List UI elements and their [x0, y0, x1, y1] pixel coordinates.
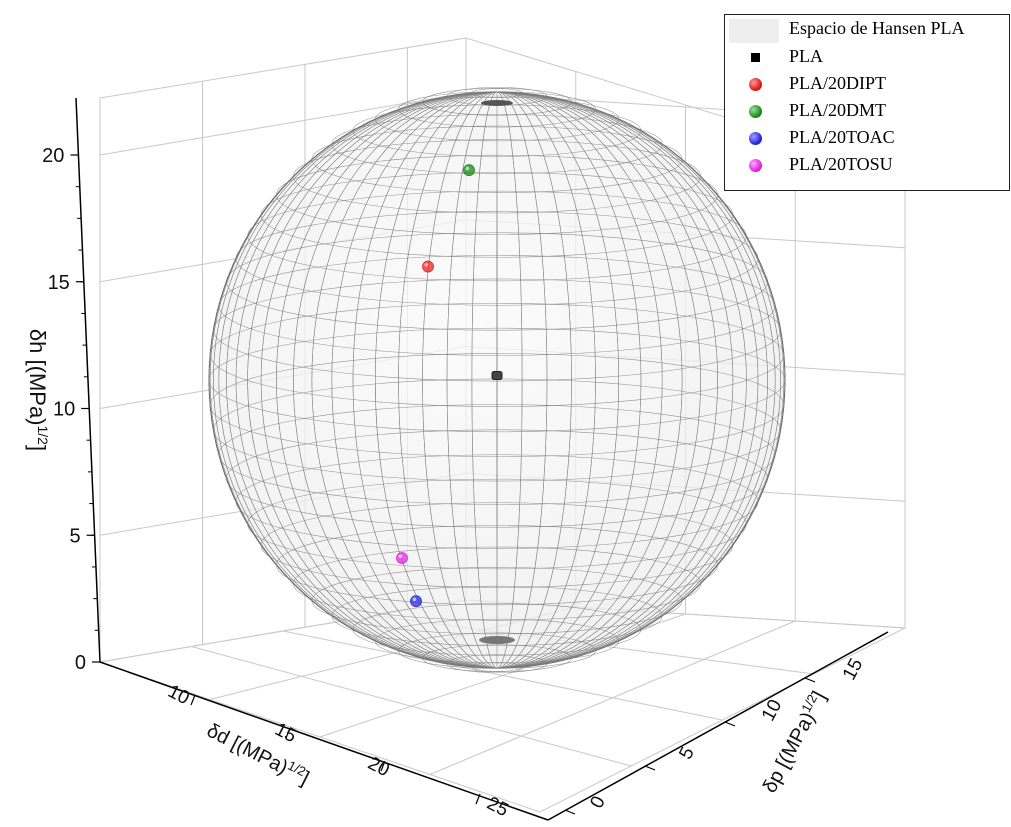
legend-label: PLA/20TOSU [789, 154, 893, 174]
data-point-highlight [398, 554, 403, 559]
legend-label: PLA/20TOAC [789, 127, 895, 147]
sphere-parallel [471, 88, 523, 98]
legend-label: PLA/20DIPT [789, 73, 887, 93]
legend-marker-magenta-sphere [749, 159, 762, 172]
sphere-parallel [209, 302, 785, 407]
x-tick [285, 727, 291, 739]
sphere-parallel [331, 114, 663, 175]
legend-label: PLA/20DMT [789, 100, 887, 120]
z-tick-label: 15 [48, 272, 70, 294]
sphere-parallel [208, 327, 786, 433]
sphere-parallel [375, 618, 619, 664]
sphere-parallel [247, 478, 747, 570]
x-tick-label: 25 [483, 793, 511, 821]
chart-legend: Espacio de Hansen PLA PLA PLA/20DIPT PLA… [724, 14, 1010, 191]
sphere-parallel [247, 190, 747, 282]
y-tick-label: 0 [586, 793, 610, 812]
legend-marker-blue-sphere [749, 132, 762, 145]
sphere-parallel [311, 125, 683, 193]
sphere-parallel [293, 546, 701, 621]
x-axis-line [99, 661, 549, 821]
sphere-meridian [209, 91, 785, 669]
sphere-bottom-pole [479, 636, 515, 644]
legend-item-pla: PLA [725, 45, 1009, 71]
sphere-parallel [260, 502, 734, 588]
data-point-pla-20dipt [422, 260, 434, 273]
sphere-parallel [276, 525, 718, 606]
z-tick-label: 5 [69, 525, 80, 547]
grid-line [429, 620, 796, 775]
legend-label: PLA [789, 46, 824, 66]
sphere-parallel [446, 654, 548, 673]
z-axis-line [75, 97, 101, 663]
sphere-parallel [226, 429, 768, 528]
legend-label: Espacio de Hansen PLA [789, 18, 965, 38]
y-tick-label: 5 [675, 744, 699, 763]
legend-item-20tosu: PLA/20TOSU [725, 153, 1009, 179]
sphere-parallel [226, 232, 768, 331]
z-tick-label: 20 [42, 145, 64, 167]
legend-item-sphere: Espacio de Hansen PLA [725, 17, 1009, 43]
grid-line [99, 92, 467, 156]
data-point-highlight [465, 166, 470, 171]
x-tick [475, 793, 481, 805]
sphere-parallel [375, 96, 619, 142]
data-point-pla-20tosu [396, 552, 408, 564]
z-tick-label: 10 [53, 399, 75, 421]
sphere-parallel [209, 353, 785, 458]
data-point-pla-20toac [410, 595, 422, 608]
x-tick [380, 760, 386, 772]
legend-item-20dipt: PLA/20DIPT [725, 72, 1009, 98]
sphere-parallel [311, 567, 683, 635]
sphere-top-pole [481, 100, 513, 106]
data-point-pla-20dmt [463, 164, 475, 177]
sphere-parallel [218, 404, 776, 505]
z-axis-label: δh [(MPa)1/2] [25, 329, 51, 451]
sphere-parallel [218, 255, 776, 356]
z-tick-label: 0 [75, 652, 86, 674]
legend-item-20toac: PLA/20TOAC [725, 126, 1009, 152]
y-tick [724, 721, 736, 727]
data-points [396, 164, 503, 608]
grid-line [282, 630, 723, 721]
sphere-parallel [260, 172, 734, 258]
y-tick [644, 765, 656, 771]
chart-axes [70, 97, 889, 821]
y-axis-line [547, 631, 889, 821]
sphere-parallel [235, 211, 759, 306]
legend-marker-green-sphere [749, 105, 762, 118]
y-tick [804, 677, 816, 683]
legend-swatch-sphere [729, 19, 779, 43]
legend-marker-square [751, 53, 760, 62]
sphere-parallel [398, 91, 596, 128]
sphere-parallel [213, 278, 781, 382]
y-tick [564, 809, 576, 815]
sphere-parallel [293, 139, 701, 214]
legend-marker-red-sphere [749, 78, 762, 91]
sphere-parallel [398, 632, 596, 669]
data-point-highlight [412, 597, 417, 602]
sphere-parallel [276, 154, 718, 235]
data-point-pla [491, 371, 503, 381]
sphere-parallel [235, 454, 759, 549]
x-tick [190, 694, 196, 706]
sphere-parallel [352, 603, 642, 656]
legend-item-20dmt: PLA/20DMT [725, 99, 1009, 125]
data-point-highlight [424, 262, 429, 267]
